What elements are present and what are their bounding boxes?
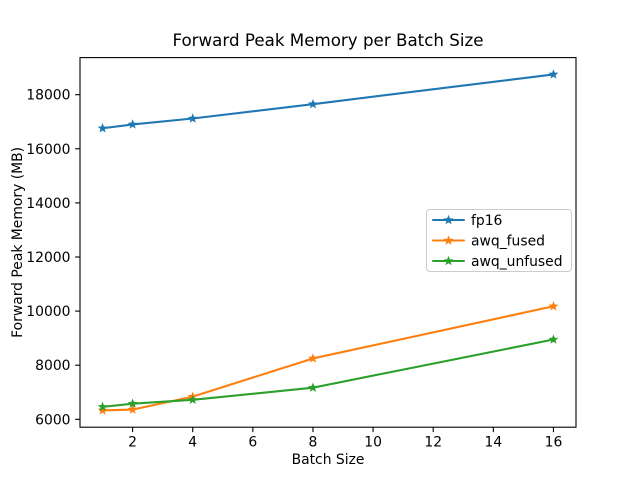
data-point-awq_fused <box>127 404 138 414</box>
x-tick-label: 12 <box>424 435 442 451</box>
data-point-awq_fused <box>308 353 318 363</box>
series-line-fp16 <box>101 73 555 130</box>
legend-marker-awq_unfused <box>443 255 454 266</box>
legend-label-fp16: fp16 <box>471 213 502 229</box>
data-series <box>97 69 559 415</box>
data-point-fp16 <box>548 69 559 79</box>
legend: fp16 awq_fused awq_unfused <box>426 209 572 272</box>
y-tick-label: 16000 <box>26 142 70 158</box>
y-axis-label: Forward Peak Memory (MB) <box>10 147 26 338</box>
y-tick-label: 12000 <box>26 250 70 266</box>
legend-box <box>426 209 572 272</box>
y-tick-label: 18000 <box>26 88 70 104</box>
data-point-awq_unfused <box>308 382 318 392</box>
x-tick-label: 2 <box>128 435 137 451</box>
plot-border <box>79 57 577 428</box>
data-point-awq_fused <box>548 301 559 311</box>
data-point-awq_unfused <box>187 394 198 405</box>
y-tick-label: 10000 <box>26 304 70 320</box>
legend-marker-awq_fused <box>443 235 454 245</box>
y-tick-label: 8000 <box>35 358 70 374</box>
data-point-fp16 <box>308 98 318 109</box>
plot-spines <box>79 57 577 428</box>
chart-title: Forward Peak Memory per Batch Size <box>172 30 483 50</box>
legend-label-awq_unfused: awq_unfused <box>471 254 563 270</box>
legend-marker-fp16 <box>443 214 454 225</box>
y-tick-label: 6000 <box>35 412 70 428</box>
x-tick-label: 8 <box>309 435 318 451</box>
data-point-fp16 <box>187 113 198 123</box>
data-point-awq_unfused <box>127 398 138 408</box>
legend-label-awq_fused: awq_fused <box>471 234 545 250</box>
axis-ticks: 2 4 6 8 10 12 14 16 6000 8000 10000 12000 14000 16000… <box>26 88 562 451</box>
series-line-awq_fused <box>101 305 555 412</box>
data-point-fp16 <box>97 123 108 133</box>
x-axis-label: Batch Size <box>292 452 365 468</box>
x-tick-label: 10 <box>364 435 382 451</box>
series-line-awq_unfused <box>101 338 555 408</box>
x-tick-label: 6 <box>248 435 257 451</box>
data-point-awq_unfused <box>548 334 559 344</box>
x-tick-label: 4 <box>188 435 197 451</box>
y-tick-label: 14000 <box>26 196 70 212</box>
x-tick-label: 16 <box>545 435 563 451</box>
data-point-fp16 <box>127 119 138 129</box>
data-point-awq_unfused <box>97 401 108 412</box>
x-tick-label: 14 <box>484 435 502 451</box>
data-point-awq_fused <box>97 405 108 415</box>
